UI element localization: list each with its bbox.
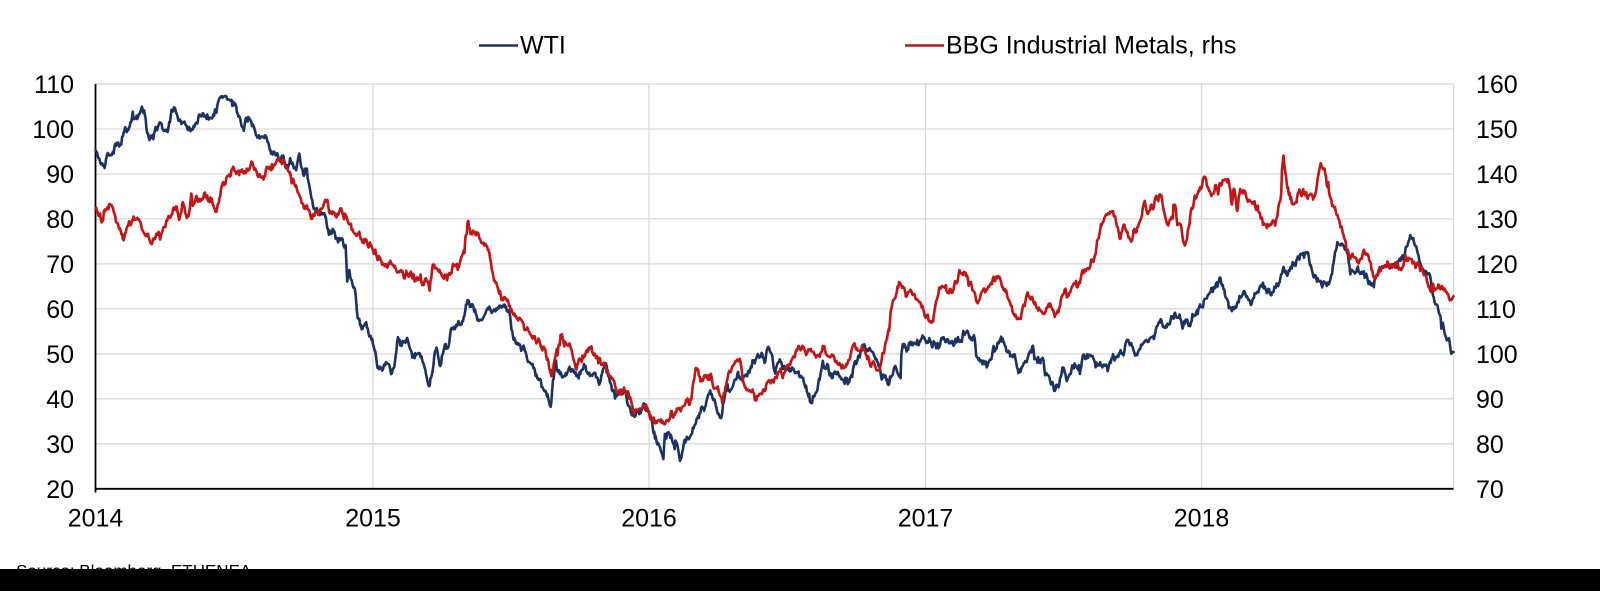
svg-text:130: 130	[1476, 206, 1518, 234]
svg-text:2014: 2014	[68, 505, 124, 533]
svg-text:BBG Industrial Metals, rhs: BBG Industrial Metals, rhs	[946, 32, 1236, 60]
svg-text:70: 70	[46, 251, 74, 279]
svg-text:30: 30	[46, 431, 74, 459]
svg-text:2017: 2017	[898, 505, 954, 533]
svg-text:90: 90	[1476, 386, 1504, 414]
svg-text:150: 150	[1476, 116, 1518, 144]
svg-text:20: 20	[46, 476, 74, 504]
svg-text:100: 100	[32, 116, 74, 144]
svg-text:40: 40	[46, 386, 74, 414]
svg-text:160: 160	[1476, 71, 1518, 99]
svg-text:90: 90	[46, 161, 74, 189]
svg-text:80: 80	[1476, 431, 1504, 459]
svg-text:140: 140	[1476, 161, 1518, 189]
svg-text:2018: 2018	[1174, 505, 1230, 533]
svg-text:100: 100	[1476, 341, 1518, 369]
svg-text:70: 70	[1476, 476, 1504, 504]
svg-text:WTI: WTI	[520, 32, 566, 60]
svg-text:110: 110	[1476, 296, 1516, 324]
svg-text:110: 110	[34, 71, 74, 99]
svg-text:60: 60	[46, 296, 74, 324]
svg-text:2015: 2015	[345, 505, 401, 533]
svg-text:50: 50	[46, 341, 74, 369]
svg-text:120: 120	[1476, 251, 1518, 279]
svg-text:2016: 2016	[621, 505, 677, 533]
svg-text:80: 80	[46, 206, 74, 234]
